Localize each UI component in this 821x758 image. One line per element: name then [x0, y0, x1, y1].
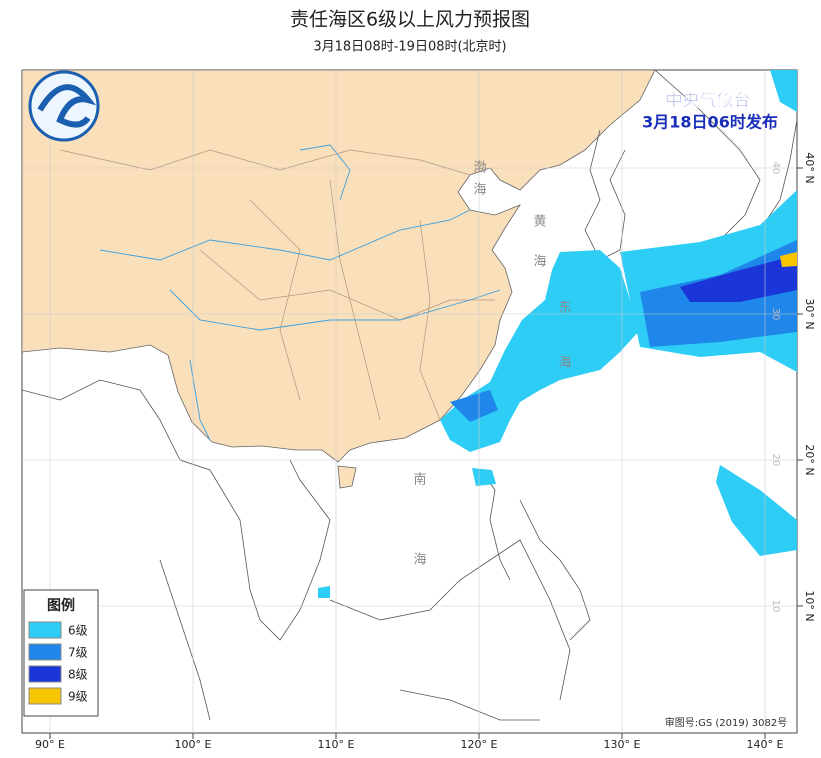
- legend-swatch: [28, 621, 62, 639]
- subtitle: 3月18日08时-19日08时(北京时): [313, 40, 506, 55]
- lon-label: 140° E: [747, 738, 784, 751]
- wind-areas: [318, 70, 797, 598]
- wind-area: [770, 70, 797, 112]
- lat-label: 30° N: [803, 298, 816, 329]
- legend-swatch: [28, 643, 62, 661]
- province-borders: [59, 149, 495, 421]
- sea-label: 黄: [533, 215, 546, 230]
- lon-label: 90° E: [35, 738, 65, 751]
- lon-label: 100° E: [175, 738, 212, 751]
- wind-area: [780, 252, 797, 267]
- sea-label: 海: [533, 255, 546, 270]
- logo: [28, 70, 100, 142]
- southeast-asia-coast: [22, 379, 591, 721]
- legend-swatch: [28, 665, 62, 683]
- legend-swatch: [28, 687, 62, 705]
- wind-area: [716, 465, 797, 556]
- lat-inner-label: 10: [770, 600, 781, 613]
- wind-area: [450, 390, 498, 422]
- lat-inner-label: 30: [770, 308, 781, 321]
- wind-area: [472, 468, 496, 486]
- legend-label: 7级: [68, 646, 88, 660]
- hainan: [337, 465, 357, 489]
- sea-label: 南: [413, 472, 426, 488]
- lat-inner-label: 40: [770, 162, 781, 175]
- rivers: [99, 144, 501, 441]
- issue-time: 3月18日06时发布: [642, 113, 778, 132]
- lon-label: 120° E: [461, 738, 498, 751]
- issuer-name: 中央气象台: [666, 90, 751, 111]
- lat-label: 20° N: [803, 444, 816, 475]
- lat-label: 40° N: [803, 152, 816, 183]
- map-frame: [21, 69, 798, 734]
- lon-label: 130° E: [604, 738, 641, 751]
- legend-label: 8级: [68, 668, 88, 682]
- legend-label: 6级: [68, 624, 88, 638]
- lon-label: 110° E: [318, 738, 355, 751]
- sea-label: 海: [413, 553, 426, 568]
- sea-label: 东: [558, 301, 571, 316]
- legend-title: 图例: [47, 597, 75, 614]
- title: 责任海区6级以上风力预报图: [290, 9, 530, 31]
- sea-label: 渤: [473, 160, 486, 176]
- lat-inner-label: 20: [770, 454, 781, 467]
- lat-label: 10° N: [803, 590, 816, 621]
- approval-number: 审图号:GS (2019) 3082号: [665, 716, 788, 729]
- legend-label: 9级: [68, 690, 88, 704]
- sea-label: 海: [473, 183, 486, 198]
- wind-area: [680, 255, 797, 302]
- wind-area: [318, 586, 330, 598]
- sea-label: 海: [558, 356, 571, 371]
